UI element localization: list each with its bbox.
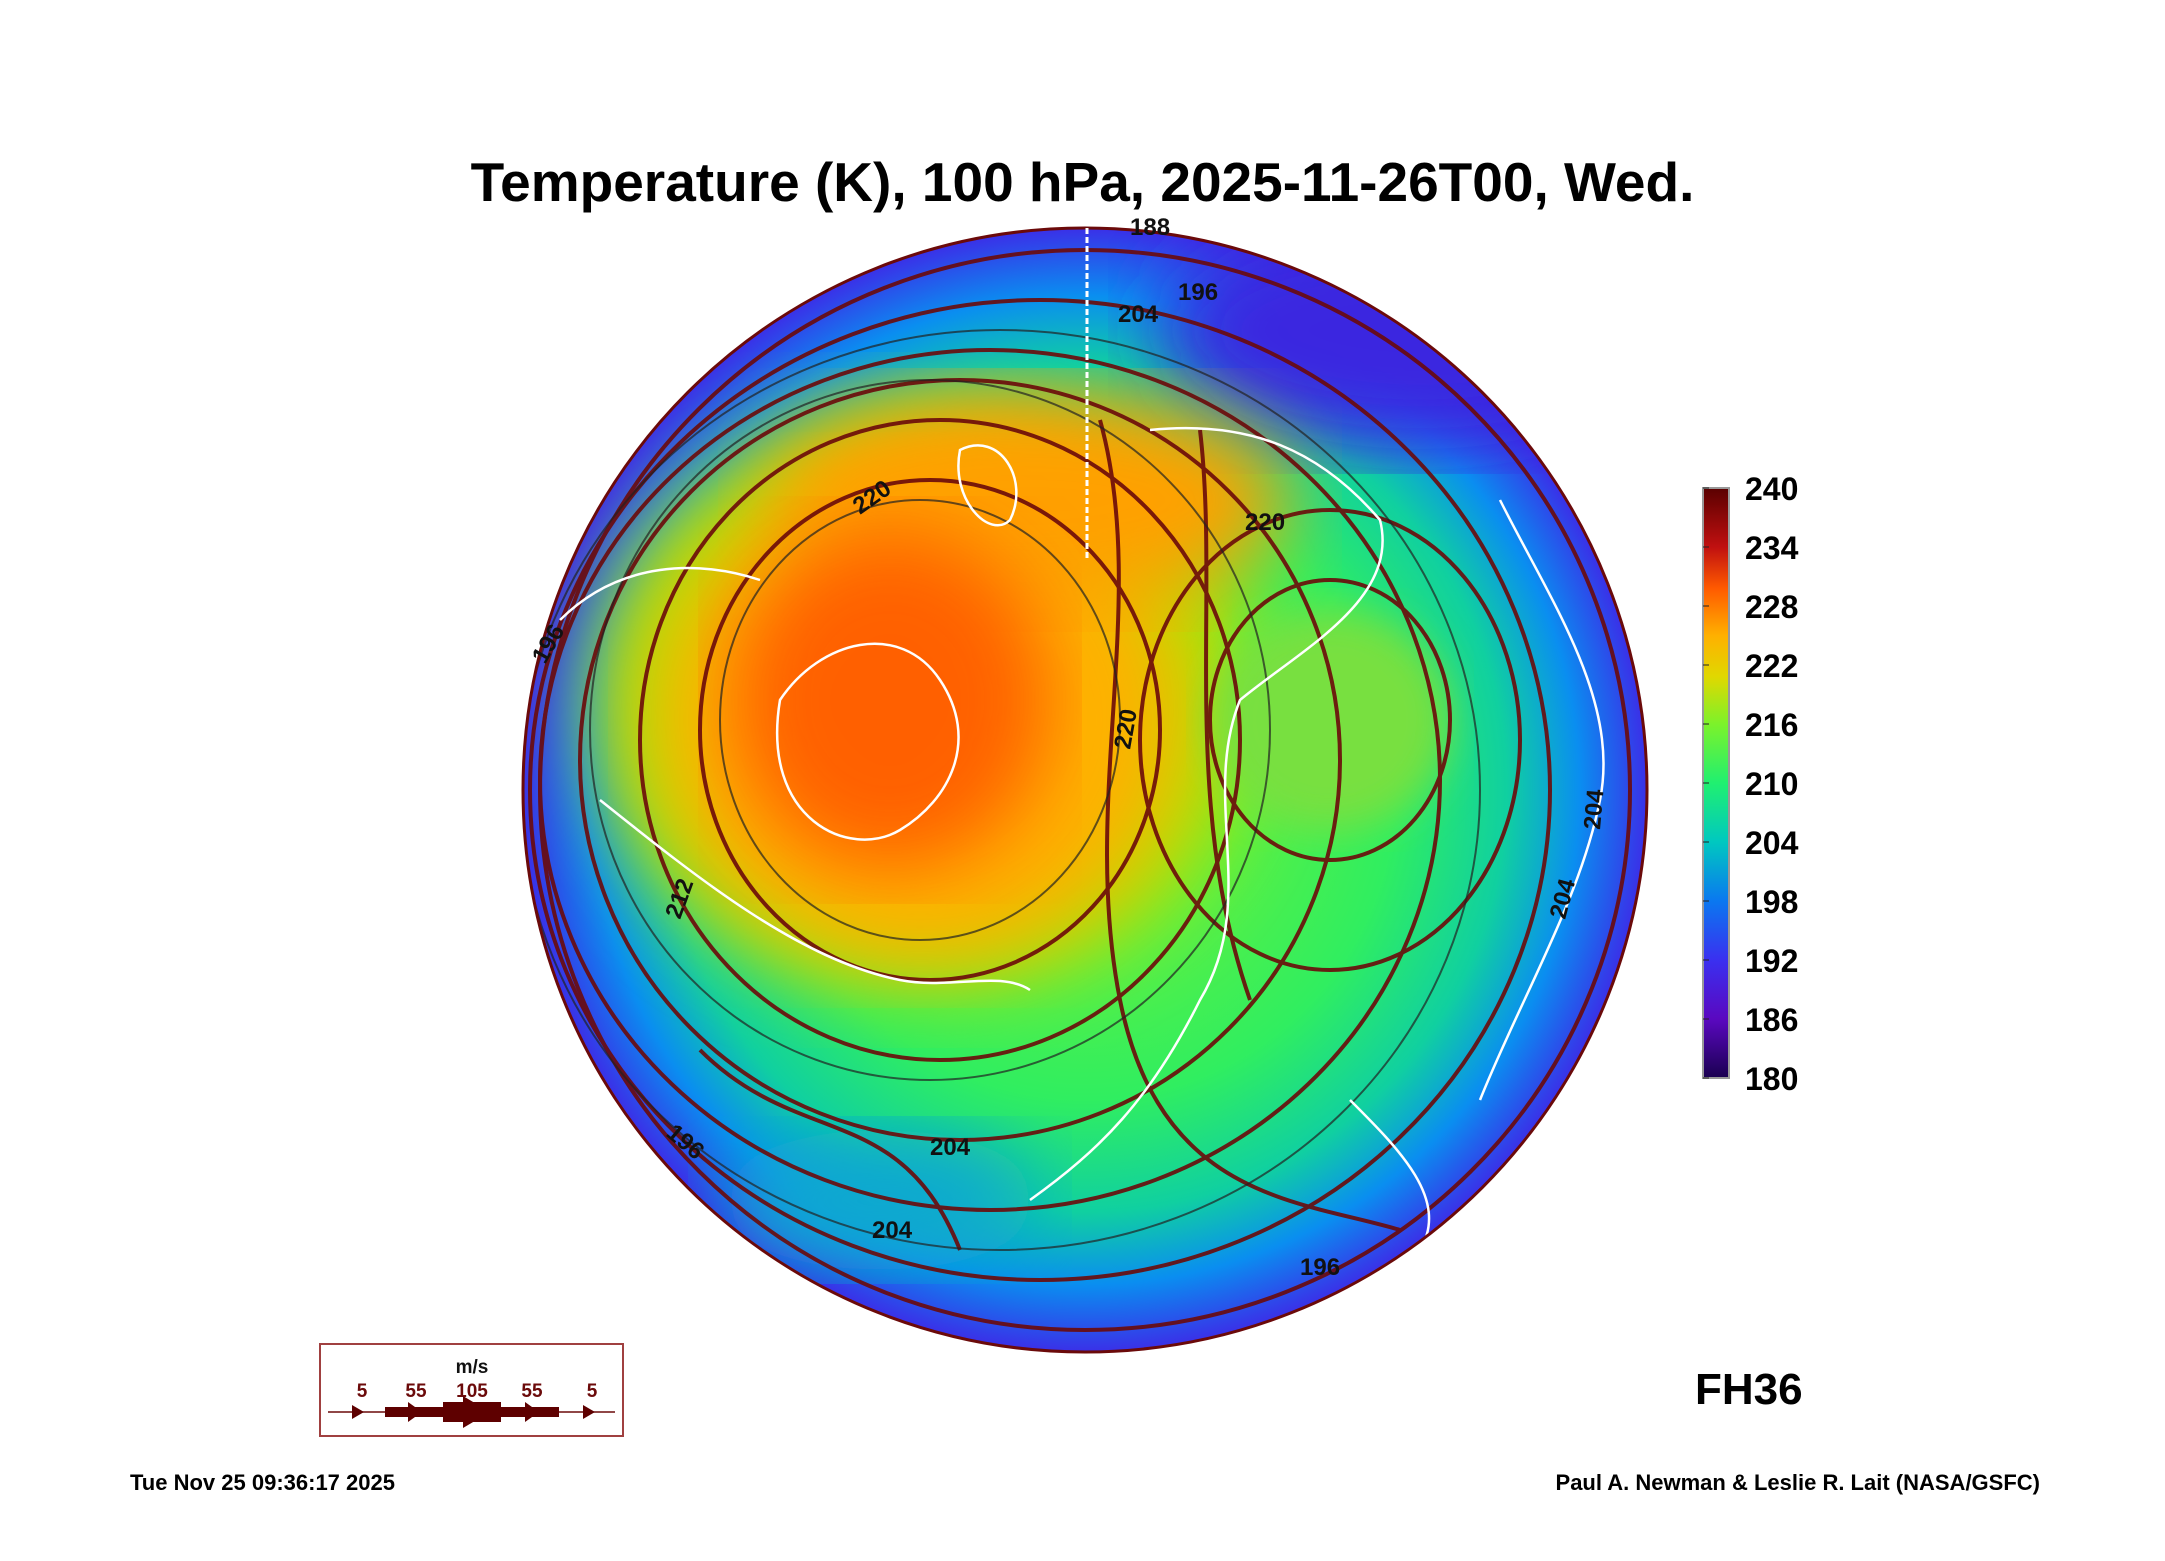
colorbar-tick-label: 204 xyxy=(1745,825,1799,861)
forecast-hour: FH36 xyxy=(1695,1365,1803,1414)
contour-label: 204 xyxy=(930,1134,971,1161)
colorbar-tick-label: 228 xyxy=(1745,589,1798,625)
colorbar-tick-label: 210 xyxy=(1745,766,1798,802)
wind-speed-legend: m/s 5 55 105 55 5 xyxy=(319,1343,624,1437)
colorbar-tick-label: 234 xyxy=(1745,530,1799,566)
wind-label: 105 xyxy=(456,1381,488,1402)
colorbar-tick-label: 198 xyxy=(1745,884,1798,920)
coastlines xyxy=(559,426,1605,1251)
contour-label: 196 xyxy=(1178,279,1218,306)
temperature-contours xyxy=(523,329,1481,1251)
temperature-field xyxy=(523,228,1647,1352)
contour-label: 204 xyxy=(1579,788,1609,831)
colorbar-tick-label: 222 xyxy=(1745,648,1798,684)
contour-label: 196 xyxy=(1300,1254,1340,1281)
wind-streamlines xyxy=(528,248,1632,1332)
wind-unit: m/s xyxy=(456,1357,489,1378)
colorbar-tick-label: 240 xyxy=(1745,471,1798,507)
colorbar-tick-label: 186 xyxy=(1745,1002,1798,1038)
chart-title: Temperature (K), 100 hPa, 2025-11-26T00,… xyxy=(470,151,1695,213)
wind-label: 55 xyxy=(405,1381,427,1402)
timestamp: Tue Nov 25 09:36:17 2025 xyxy=(130,1470,395,1495)
contour-label: 188 xyxy=(1130,214,1170,241)
credit: Paul A. Newman & Leslie R. Lait (NASA/GS… xyxy=(1555,1470,2040,1495)
wind-label: 5 xyxy=(357,1381,368,1402)
globe-outline xyxy=(521,226,1649,1354)
contour-label: 220 xyxy=(1245,509,1285,536)
colorbar-tick-label: 192 xyxy=(1745,943,1798,979)
wind-label: 55 xyxy=(521,1381,543,1402)
colorbar-tick-label: 216 xyxy=(1745,707,1798,743)
contour-label: 204 xyxy=(1118,301,1159,328)
contour-label: 204 xyxy=(872,1217,913,1244)
wind-label: 5 xyxy=(587,1381,598,1402)
colorbar-tick-label: 180 xyxy=(1745,1061,1798,1097)
